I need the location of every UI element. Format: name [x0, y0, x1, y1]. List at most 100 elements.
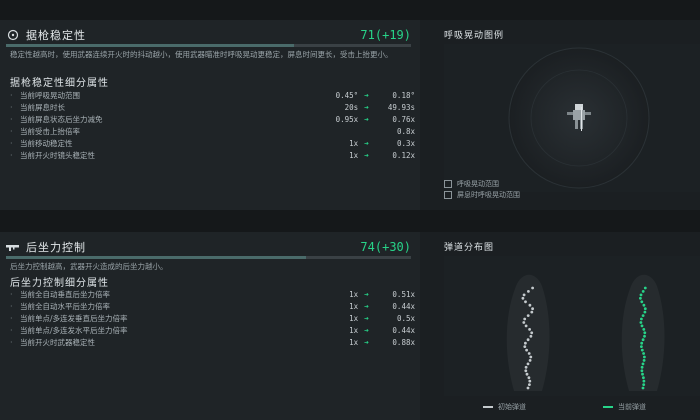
attribute-name: 当前屏息状态后坐力减免	[20, 114, 103, 124]
arrow-right-icon: ➔	[364, 337, 369, 347]
attribute-name: 当前开火时镜头稳定性	[20, 150, 95, 160]
start-trajectory-dot	[524, 365, 528, 369]
attribute-from: 20s	[344, 102, 359, 112]
breath-sway-title: 呼吸晃动图例	[444, 31, 505, 41]
attribute-values: 1x ➔ 0.12x	[275, 151, 415, 160]
start-trajectory-dot	[524, 341, 527, 345]
attribute-name: 当前受击上抬倍率	[20, 126, 80, 136]
start-trajectory-dot	[526, 314, 530, 317]
stability-description: 稳定性越高时，使用武器连续开火时的抖动越小，使用武器瞄准时呼吸晃动更稳定，屏息时…	[10, 50, 393, 59]
start-trajectory-dot	[529, 355, 533, 359]
current-trajectory-dot	[641, 362, 645, 366]
attribute-from: 0.95x	[335, 114, 359, 124]
current-trajectory-dot	[643, 355, 646, 359]
crosshair-icon	[6, 28, 20, 42]
start-trajectory-dot	[524, 324, 528, 328]
legend-swatch-current	[603, 406, 613, 408]
stability-progress-fill	[6, 44, 294, 47]
attribute-from: 1x	[349, 289, 359, 299]
current-trajectory-dot	[643, 286, 647, 290]
recoil-score: 74(+30)	[360, 239, 411, 254]
bullet-icon: ·	[10, 289, 13, 299]
attribute-to: 0.12x	[392, 150, 415, 160]
attribute-row: · 当前移动稳定性 1x ➔ 0.3x	[10, 137, 415, 149]
recoil-progress-bar	[6, 256, 411, 259]
bullet-icon: ·	[10, 126, 13, 136]
start-trajectory-dot	[531, 286, 534, 290]
current-trajectory-dot	[639, 321, 643, 324]
attribute-to: 0.44x	[392, 325, 415, 335]
attribute-to: 0.3x	[396, 138, 415, 148]
attribute-name: 当前单点/多连发垂直后坐力倍率	[20, 313, 128, 323]
bullet-icon: ·	[10, 313, 13, 323]
attribute-values: 0.95x ➔ 0.76x	[275, 115, 415, 124]
legend-hold-breath-label: 屏息时呼吸晃动范围	[457, 191, 520, 199]
attribute-name: 当前单点/多连发水平后坐力倍率	[20, 325, 128, 335]
attribute-values: 1x ➔ 0.3x	[275, 139, 415, 148]
start-trajectory-dot	[525, 372, 529, 376]
legend-box	[444, 191, 452, 199]
attribute-from: 1x	[349, 337, 359, 347]
current-trajectory-dot	[642, 379, 646, 383]
attribute-values: 1x ➔ 0.44x	[275, 302, 415, 311]
recoil-subtitle: 后坐力控制细分属性	[10, 278, 109, 289]
arrow-right-icon: ➔	[364, 102, 369, 112]
current-trajectory-dot	[641, 386, 645, 390]
top-band	[0, 0, 700, 20]
stability-header: 据枪稳定性 71(+19)	[6, 26, 411, 43]
stability-progress-bar	[6, 44, 411, 47]
legend-current-trajectory: 当前弹道	[603, 402, 646, 412]
attribute-row: · 当前单点/多连发垂直后坐力倍率 1x ➔ 0.5x	[10, 312, 415, 324]
start-trajectory-dot	[521, 296, 525, 300]
start-trajectory-dot	[528, 359, 532, 362]
start-trajectory-dot	[530, 310, 534, 314]
start-trajectory-dot	[522, 293, 526, 297]
recoil-title: 后坐力控制	[26, 240, 86, 254]
attribute-row: · 当前全自动垂直后坐力倍率 1x ➔ 0.51x	[10, 288, 415, 300]
start-trajectory-dot	[526, 386, 530, 390]
attribute-row: · 当前呼吸晃动范围 0.45° ➔ 0.18°	[10, 89, 415, 101]
start-trajectory-dot	[525, 348, 528, 352]
recoil-section: 后坐力控制 74(+30) 后坐力控制越高，武器开火造成的后坐力越小。 后坐力控…	[0, 232, 700, 420]
current-trajectory-dot	[641, 338, 645, 342]
recoil-rows: · 当前全自动垂直后坐力倍率 1x ➔ 0.51x · 当前全自动水平后坐力倍率 1x ➔ 0.4…	[10, 288, 415, 348]
attribute-name: 当前屏息时长	[20, 102, 65, 112]
attribute-to: 0.51x	[392, 289, 415, 299]
start-trajectory-dot	[526, 338, 530, 342]
middle-band	[0, 210, 700, 232]
start-trajectory-dot	[528, 303, 532, 307]
current-trajectory-dot	[642, 359, 646, 362]
attribute-name: 当前呼吸晃动范围	[20, 90, 80, 100]
attribute-row: · 当前开火时武器稳定性 1x ➔ 0.88x	[10, 336, 415, 348]
attribute-values: 0.45° ➔ 0.18°	[275, 91, 415, 100]
stability-score: 71(+19)	[360, 27, 411, 42]
legend-swatch-start	[483, 406, 493, 408]
legend-start-trajectory: 初始弹道	[483, 402, 526, 412]
start-trajectory-dot	[529, 334, 533, 338]
attribute-row: · 当前受击上抬倍率 0.8x	[10, 125, 415, 137]
start-trajectory-dot	[526, 362, 530, 366]
stability-subtitle: 据枪稳定性细分属性	[10, 78, 109, 89]
ballistic-title: 弹道分布图	[444, 243, 495, 253]
attribute-name: 当前全自动垂直后坐力倍率	[20, 289, 110, 299]
bullet-icon: ·	[10, 301, 13, 311]
current-trajectory-dot	[642, 303, 646, 307]
soldier-figure	[567, 104, 591, 131]
attribute-to: 0.44x	[392, 301, 415, 311]
current-trajectory-dot	[641, 372, 644, 376]
attribute-values: 1x ➔ 0.51x	[275, 290, 415, 299]
start-trajectory-dot	[530, 331, 534, 335]
current-trajectory-dot	[641, 290, 645, 293]
current-trajectory-dot	[643, 334, 646, 338]
attribute-values: 20s ➔ 49.93s	[275, 103, 415, 112]
current-trajectory-dot	[640, 341, 644, 345]
start-trajectory-dot	[524, 300, 527, 304]
attribute-to: 0.18°	[392, 90, 415, 100]
current-trajectory-dot	[640, 365, 644, 369]
attribute-from: 1x	[349, 301, 359, 311]
current-trajectory-dot	[642, 328, 646, 331]
arrow-right-icon: ➔	[364, 150, 369, 160]
recoil-description: 后坐力控制越高，武器开火造成的后坐力越小。	[10, 262, 168, 271]
bullet-icon: ·	[10, 114, 13, 124]
bullet-icon: ·	[10, 150, 13, 160]
